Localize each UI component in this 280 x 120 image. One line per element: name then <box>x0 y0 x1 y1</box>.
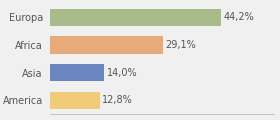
Text: 44,2%: 44,2% <box>223 12 254 22</box>
Text: 14,0%: 14,0% <box>107 68 137 78</box>
Bar <box>50 92 100 109</box>
Bar <box>50 36 163 54</box>
Bar <box>50 64 104 81</box>
Text: 29,1%: 29,1% <box>165 40 196 50</box>
Bar <box>50 9 221 26</box>
Text: 12,8%: 12,8% <box>102 95 133 105</box>
